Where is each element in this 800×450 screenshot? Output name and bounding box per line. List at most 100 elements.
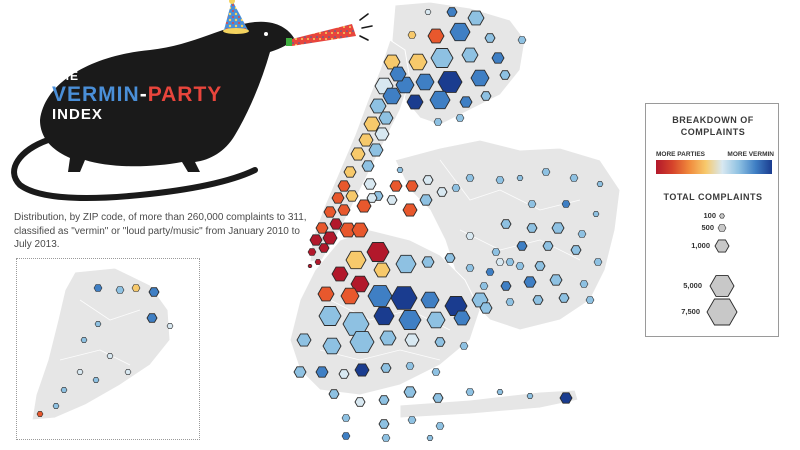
zip-hexagon-marker xyxy=(322,337,342,355)
zip-hexagon-marker xyxy=(341,414,351,422)
zip-hexagon-marker xyxy=(337,204,351,216)
zip-hexagon-marker xyxy=(373,262,391,278)
zip-hexagon-marker xyxy=(408,53,428,71)
zip-hexagon-marker xyxy=(131,284,141,292)
zip-hexagon-marker xyxy=(551,222,565,234)
zip-hexagon-marker xyxy=(106,353,114,359)
zip-hexagon-marker xyxy=(467,10,485,26)
zip-hexagon-marker xyxy=(436,187,448,197)
zip-hexagon-marker xyxy=(500,219,512,229)
zip-hexagon-marker xyxy=(424,9,432,15)
zip-hexagon-marker xyxy=(451,184,461,192)
zip-hexagon-marker xyxy=(534,261,546,271)
zip-hexagon-marker xyxy=(429,90,451,110)
title-block: THE VERMIN-PARTY INDEX xyxy=(52,70,252,122)
zip-hexagon-marker xyxy=(444,253,456,263)
zip-hexagon-marker xyxy=(339,222,357,238)
zip-hexagon-marker xyxy=(505,258,515,266)
zip-hexagon-marker xyxy=(465,264,475,272)
rockaway-land xyxy=(399,389,579,419)
zip-hexagon-marker xyxy=(479,282,489,290)
zip-hexagon-marker xyxy=(570,245,582,255)
zip-hexagon-marker xyxy=(499,70,511,80)
zip-hexagon-marker xyxy=(337,180,351,192)
zip-hexagon-marker xyxy=(541,168,551,176)
zip-hexagon-marker xyxy=(389,180,403,192)
zip-hexagon-marker xyxy=(329,218,343,230)
title-index: INDEX xyxy=(52,106,103,123)
zip-hexagon-marker xyxy=(94,321,102,327)
legend-size-hexagon xyxy=(717,224,727,232)
zip-hexagon-marker xyxy=(354,397,366,407)
zip-hexagon-marker xyxy=(532,295,544,305)
zip-hexagon-marker xyxy=(315,366,329,378)
zip-hexagon-marker xyxy=(338,369,350,379)
zip-hexagon-marker xyxy=(80,337,88,343)
staten-island-inset-frame xyxy=(16,258,200,440)
zip-hexagon-marker xyxy=(549,274,563,286)
zip-hexagon-marker xyxy=(361,160,375,172)
zip-hexagon-marker xyxy=(378,395,390,405)
zip-hexagon-marker xyxy=(318,243,330,253)
zip-hexagon-marker xyxy=(379,330,397,346)
description-text: Distribution, by ZIP code, of more than … xyxy=(14,212,307,250)
zip-hexagon-marker xyxy=(526,393,534,399)
zip-hexagon-marker xyxy=(315,222,329,234)
zip-hexagon-marker xyxy=(341,432,351,440)
zip-hexagon-marker xyxy=(354,363,370,377)
legend-color-gradient xyxy=(656,160,772,174)
zip-hexagon-marker xyxy=(465,388,475,396)
zip-hexagon-marker xyxy=(407,31,417,39)
zip-hexagon-marker xyxy=(561,200,571,208)
zip-hexagon-marker xyxy=(420,291,440,309)
zip-hexagon-marker xyxy=(317,286,335,302)
zip-hexagon-marker xyxy=(579,280,589,288)
legend-more-vermin-label: MORE VERMIN xyxy=(727,151,774,158)
zip-hexagon-marker xyxy=(124,369,132,375)
title-dash: - xyxy=(139,83,148,106)
zip-hexagon-marker xyxy=(505,298,515,306)
zip-hexagon-marker xyxy=(558,293,570,303)
zip-hexagon-marker xyxy=(415,73,435,91)
zip-hexagon-marker xyxy=(431,368,441,376)
zip-hexagon-marker xyxy=(465,174,475,182)
zip-hexagon-marker xyxy=(559,392,573,404)
zip-hexagon-marker xyxy=(526,223,538,233)
zip-hexagon-marker xyxy=(470,69,490,87)
zip-hexagon-marker xyxy=(426,435,434,441)
party-horn-icon xyxy=(286,13,373,46)
zip-hexagon-marker xyxy=(422,175,434,185)
legend-size-label-1000: 1,000 xyxy=(691,241,710,250)
zip-hexagon-marker xyxy=(453,310,471,326)
zip-hexagon-marker xyxy=(345,190,359,202)
zip-hexagon-marker xyxy=(406,94,424,110)
zip-hexagon-marker xyxy=(115,286,125,294)
zip-hexagon-marker xyxy=(542,241,554,251)
zip-hexagon-marker xyxy=(479,302,493,314)
zip-hexagon-marker xyxy=(358,133,374,147)
title-the: THE xyxy=(52,69,79,83)
zip-hexagon-marker xyxy=(314,259,322,265)
zip-hexagon-marker xyxy=(349,331,375,353)
zip-hexagon-marker xyxy=(491,52,505,64)
zip-hexagon-marker xyxy=(386,195,398,205)
zip-hexagon-marker xyxy=(389,66,407,82)
zip-hexagon-marker xyxy=(374,127,390,141)
zip-hexagon-marker xyxy=(516,241,528,251)
zip-hexagon-marker xyxy=(402,203,418,217)
zip-hexagon-marker xyxy=(378,419,390,429)
zip-hexagon-marker xyxy=(380,363,392,373)
zip-hexagon-marker xyxy=(491,248,501,256)
zip-hexagon-marker xyxy=(146,313,158,323)
zip-hexagon-marker xyxy=(318,306,342,326)
zip-hexagon-marker xyxy=(465,232,475,240)
zip-hexagon-marker xyxy=(449,22,471,42)
legend-size-label-5000: 5,000 xyxy=(683,281,702,290)
zip-hexagon-marker xyxy=(373,306,395,326)
zip-hexagon-marker xyxy=(485,268,495,276)
legend-total-title: TOTAL COMPLAINTS xyxy=(663,192,763,202)
zip-hexagon-marker xyxy=(351,222,369,238)
zip-hexagon-marker xyxy=(527,200,537,208)
zip-hexagon-marker xyxy=(350,147,366,161)
zip-hexagon-marker xyxy=(495,176,505,184)
